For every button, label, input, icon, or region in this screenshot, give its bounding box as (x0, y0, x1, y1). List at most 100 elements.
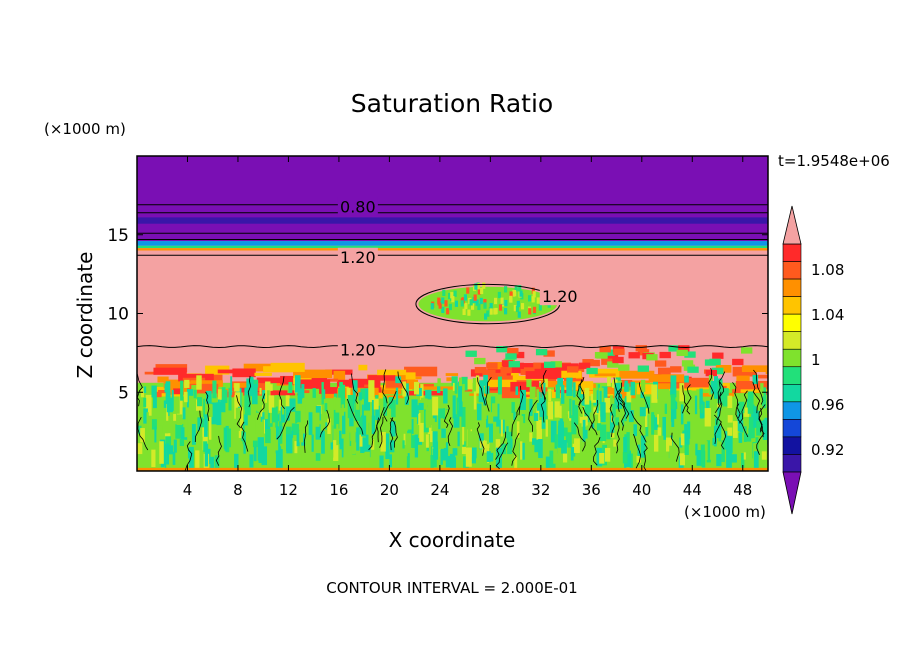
field-cell (572, 400, 575, 423)
field-cell (765, 366, 768, 375)
colorbar-label: 0.96 (811, 396, 844, 414)
field-cell (434, 413, 437, 423)
field-cell (651, 412, 655, 435)
field-cell (459, 451, 464, 462)
field-cell (482, 282, 486, 289)
field-cell (513, 304, 517, 312)
field-cell (442, 289, 446, 297)
plot-area (137, 156, 768, 471)
field-upper-band-a (137, 217, 768, 224)
field-cell (234, 395, 238, 419)
colorbar-label: 0.92 (811, 441, 844, 459)
field-cell (637, 349, 650, 356)
field-cell (288, 381, 293, 393)
contour-line (518, 385, 524, 416)
field-cell (278, 399, 282, 411)
contour-labels: 0.80 1.20 1.20 1.20 (337, 197, 580, 360)
field-cell (639, 407, 646, 417)
field-cell (516, 421, 520, 438)
field-cell (531, 296, 535, 303)
field-cell (197, 417, 200, 431)
field-cell (265, 429, 271, 444)
field-cell (493, 308, 497, 315)
contour-line (717, 371, 726, 406)
field-cell (243, 453, 250, 469)
field-cell (668, 345, 680, 352)
field-cell (600, 424, 607, 442)
field-cell (173, 413, 176, 421)
field-cell (520, 303, 525, 310)
field-cell (204, 414, 208, 437)
field-cell (367, 375, 396, 381)
field-cell (441, 297, 445, 304)
field-cell (633, 424, 637, 437)
field-cell (151, 385, 157, 398)
contour-label: 0.80 (340, 197, 376, 216)
field-cell (358, 392, 362, 401)
field-cell (172, 451, 176, 465)
field-cell (571, 415, 577, 435)
field-cell (364, 451, 370, 471)
colorbar-swatch (782, 331, 802, 350)
field-cell (282, 396, 285, 415)
field-cell (573, 382, 576, 398)
contour-line (753, 369, 764, 405)
field-cell (348, 378, 381, 389)
field-cell (536, 297, 540, 304)
field-cell (555, 384, 560, 399)
field-cell (419, 422, 424, 442)
field-cell (619, 380, 650, 383)
field-cell (582, 419, 586, 442)
field-cell (191, 423, 196, 445)
field-cell (448, 303, 452, 311)
field-cell (301, 433, 306, 446)
field-cell (684, 375, 689, 383)
field-cell (166, 447, 173, 470)
field-cell (514, 285, 518, 292)
field-cell (625, 450, 631, 468)
field-cell (679, 383, 685, 402)
field-cell (684, 424, 688, 440)
field-cell (534, 439, 539, 453)
field-cell (670, 366, 682, 373)
field-cell (624, 396, 631, 416)
field-cell (165, 381, 171, 405)
contour-line (528, 399, 538, 432)
field-cell (438, 435, 444, 449)
field-cell (445, 373, 459, 376)
field-cell (561, 440, 567, 454)
field-cell (727, 427, 733, 436)
field-cell (280, 406, 286, 423)
field-cell (443, 388, 448, 404)
field-cell (461, 407, 466, 427)
field-cell (680, 404, 684, 425)
field-cell (404, 366, 438, 377)
field-cell (377, 369, 407, 376)
field-cell (358, 417, 363, 435)
x-tick-label: 40 (632, 481, 651, 499)
field-cell (480, 287, 484, 295)
field-cell (407, 450, 410, 459)
field-cell (716, 454, 722, 467)
field-cell (197, 411, 200, 423)
field-cell (438, 411, 441, 430)
field-cell (500, 367, 512, 374)
field-cell (472, 422, 478, 435)
field-cell (526, 379, 532, 388)
field-cell (230, 376, 233, 395)
field-cell (293, 369, 333, 379)
field-cell (640, 435, 646, 458)
field-cell (267, 390, 298, 396)
field-cell (573, 404, 577, 423)
field-cell (202, 431, 208, 451)
colorbar-lower-extend (782, 471, 802, 515)
field-cell (427, 425, 432, 435)
field-cell (582, 359, 594, 366)
contour-line (383, 390, 397, 422)
field-cell (545, 456, 550, 471)
field-cell (483, 374, 488, 386)
field-cell (588, 400, 592, 418)
field-cell (486, 426, 489, 440)
contour-line (397, 371, 410, 405)
field-cell (474, 366, 487, 374)
